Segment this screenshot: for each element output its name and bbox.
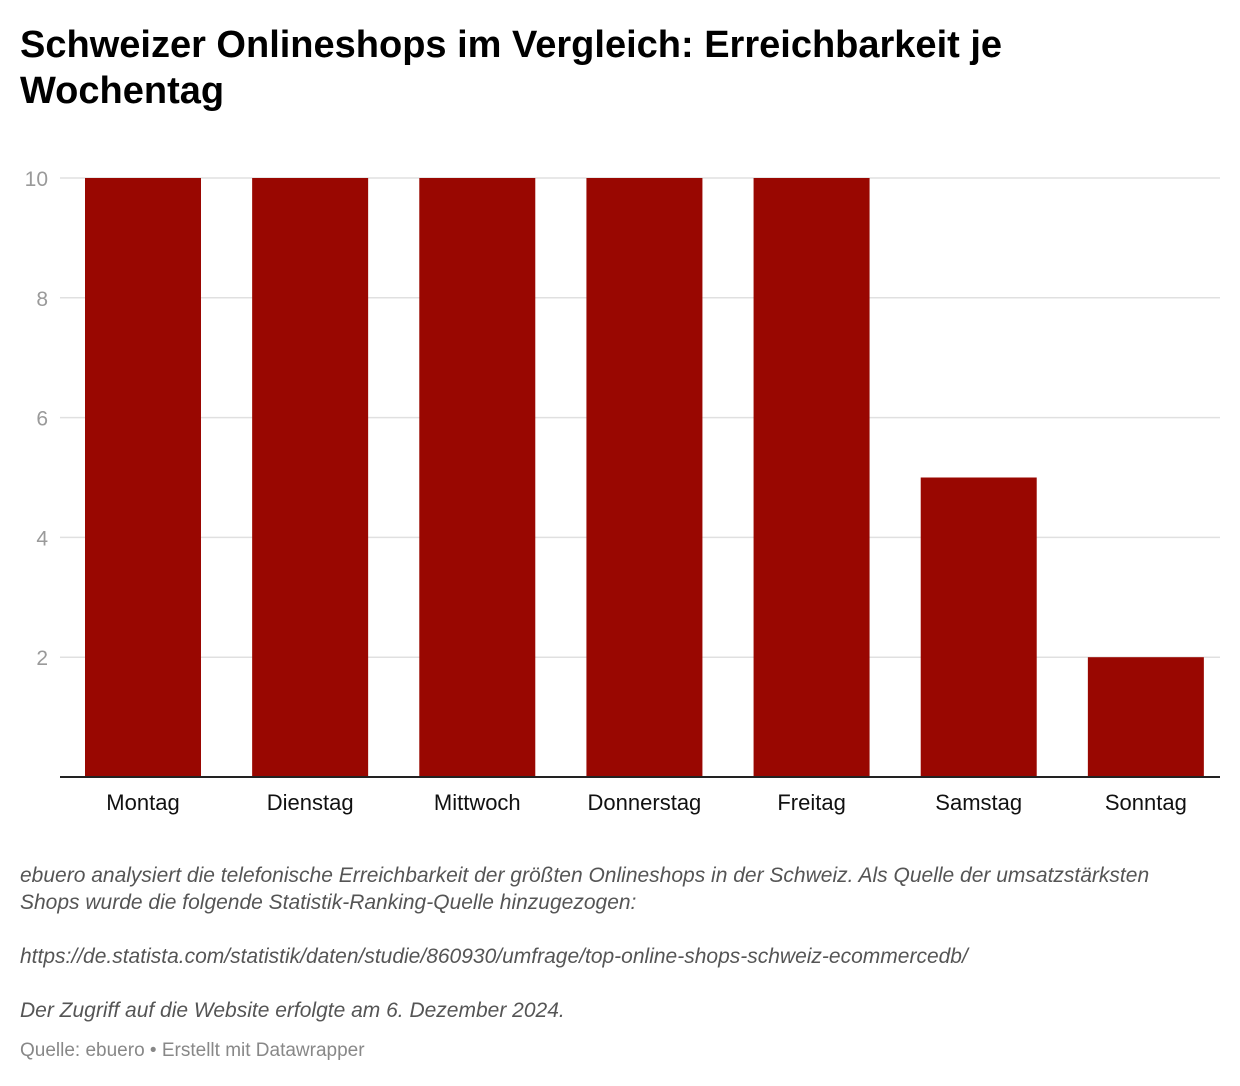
bar-mittwoch bbox=[419, 178, 536, 777]
bar-sonntag bbox=[1087, 657, 1204, 777]
chart-notes: ebuero analysiert die telefonische Errei… bbox=[20, 862, 1200, 1024]
bars bbox=[85, 178, 1204, 777]
y-tick-label: 8 bbox=[36, 288, 48, 311]
bar-chart: 2 4 6 8 10 Montag Dienstag Mittwoch Donnerstag F… bbox=[25, 168, 1220, 815]
x-tick-label: Dienstag bbox=[267, 790, 354, 815]
x-tick-label: Montag bbox=[106, 790, 179, 815]
x-axis-labels: Montag Dienstag Mittwoch Donnerstag Freitag S… bbox=[106, 790, 1187, 815]
bar-dienstag bbox=[252, 178, 369, 777]
chart-title: Schweizer Onlineshops im Vergleich: Erre… bbox=[20, 24, 1003, 112]
bar-donnerstag bbox=[586, 178, 703, 777]
y-axis-ticks: 2 4 6 8 10 bbox=[25, 168, 49, 670]
x-tick-label: Samstag bbox=[935, 790, 1022, 815]
notes-source-url: https://de.statista.com/statistik/daten/… bbox=[20, 945, 968, 968]
notes-description: ebuero analysiert die telefonische Errei… bbox=[20, 864, 1150, 914]
bar-samstag bbox=[920, 477, 1037, 777]
y-tick-label: 2 bbox=[36, 647, 48, 670]
source-footer: Quelle: ebuero • Erstellt mit Datawrappe… bbox=[20, 1040, 365, 1061]
notes-access-date: Der Zugriff auf die Website erfolgte am … bbox=[20, 999, 565, 1022]
x-tick-label: Sonntag bbox=[1105, 790, 1187, 815]
x-tick-label: Donnerstag bbox=[588, 790, 702, 815]
y-tick-label: 4 bbox=[36, 527, 48, 550]
bar-freitag bbox=[753, 178, 870, 777]
x-tick-label: Mittwoch bbox=[434, 790, 521, 815]
y-tick-label: 10 bbox=[25, 168, 48, 191]
x-tick-label: Freitag bbox=[777, 790, 845, 815]
bar-montag bbox=[85, 178, 201, 777]
y-tick-label: 6 bbox=[36, 408, 48, 431]
